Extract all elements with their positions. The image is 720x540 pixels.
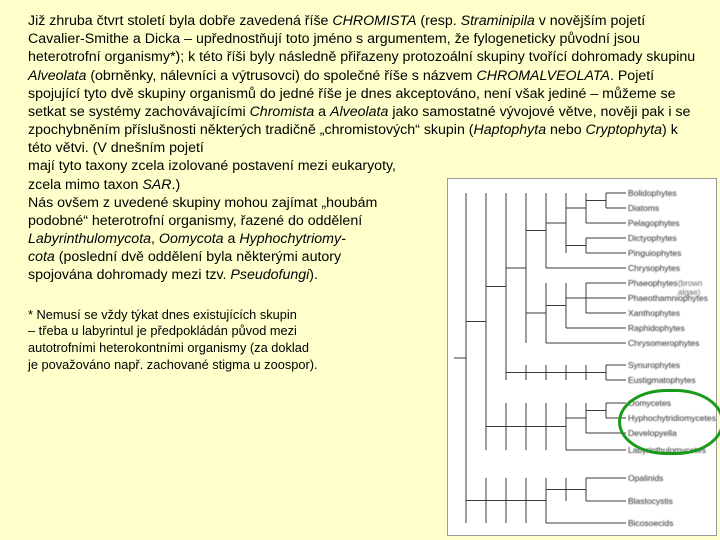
tree-leaf-label: Phaeothamniophytes <box>628 294 716 303</box>
tree-leaf-label: Diatoms <box>628 204 716 213</box>
tree-leaf-label: Bolidophytes <box>628 189 716 198</box>
italic: Chromista <box>250 104 315 120</box>
txt: zcela mimo taxon <box>28 177 142 193</box>
italic: cota <box>28 249 55 265</box>
tree-leaf-label: Dictyophytes <box>628 234 716 243</box>
italic: Alveolata <box>28 68 86 84</box>
italic: CHROMISTA <box>332 13 416 29</box>
tree-leaf-label: Developyella <box>628 429 716 438</box>
italic: CHROMALVEOLATA <box>476 68 610 84</box>
italic: Alveolata <box>330 104 388 120</box>
txt: a <box>314 104 330 120</box>
italic: Straminipila <box>461 13 535 29</box>
tree-leaf-label: Hyphochytridiomycetes <box>628 414 716 423</box>
italic: Haptophyta <box>474 122 547 138</box>
fn-line: autotrofními heterokontními organismy (z… <box>28 340 309 355</box>
tree-leaf-label: Labyrinthulomycetes <box>628 446 716 455</box>
italic: Hyphochytriomy- <box>239 231 345 247</box>
txt: (obrněnky, nálevníci a výtrusovci) do sp… <box>86 68 476 84</box>
fn-line: * Nemusí se vždy týkat dnes existujících… <box>28 307 297 322</box>
fn-line: je považováno např. zachované stigma u z… <box>28 357 318 372</box>
txt: mají tyto taxony zcela izolované postave… <box>28 158 396 174</box>
tree-leaf-label: Pinguiophytes <box>628 249 716 258</box>
tree-leaf-label: Blastocystis <box>628 497 716 506</box>
tree-leaf-label: Eustigmatophytes <box>628 376 716 385</box>
italic: SAR <box>142 177 171 193</box>
tree-leaf-label: Chrysophytes <box>628 264 716 273</box>
italic: Cryptophyta <box>586 122 663 138</box>
txt: (resp. <box>416 13 460 29</box>
slide-page: Již zhruba čtvrt století byla dobře zave… <box>0 0 720 540</box>
tree-leaf-label: Xanthophytes <box>628 309 716 318</box>
txt: podobné“ heterotrofní organismy, řazené … <box>28 213 362 229</box>
phylogenetic-tree: Bolidophytes Diatoms Pelagophytes Dictyophy… <box>447 178 717 536</box>
txt: spojována dohromady mezi tzv. <box>28 267 230 283</box>
tree-leaf-label: Raphidophytes <box>628 324 716 333</box>
txt: nebo <box>546 122 585 138</box>
italic: Pseudofungi <box>230 267 309 283</box>
italic: Oomycota <box>159 231 224 247</box>
txt: Již zhruba čtvrt století byla dobře zave… <box>28 13 332 29</box>
txt: .) <box>172 177 181 193</box>
tree-leaf-label: Oomycetes <box>628 399 716 408</box>
italic: Labyrinthulomycota <box>28 231 151 247</box>
tree-lines <box>448 179 718 537</box>
tree-leaf-label: Chrysomerophytes <box>628 339 716 348</box>
txt: a <box>224 231 240 247</box>
txt: Nás ovšem z uvedené skupiny mohou zajíma… <box>28 195 377 211</box>
tree-leaf-label: Opalinids <box>628 474 716 483</box>
fn-line: – třeba u labyrintul je předpokládán pův… <box>28 323 297 338</box>
txt: (poslední dvě oddělení byla některými au… <box>55 249 341 265</box>
tree-leaf-label: Synurophytes <box>628 361 716 370</box>
footnote: * Nemusí se vždy týkat dnes existujících… <box>28 307 368 375</box>
txt: ). <box>309 267 318 283</box>
tree-leaf-label: Pelagophytes <box>628 219 716 228</box>
txt: , <box>151 231 159 247</box>
tree-leaf-label: Bicosoecids <box>628 519 716 528</box>
